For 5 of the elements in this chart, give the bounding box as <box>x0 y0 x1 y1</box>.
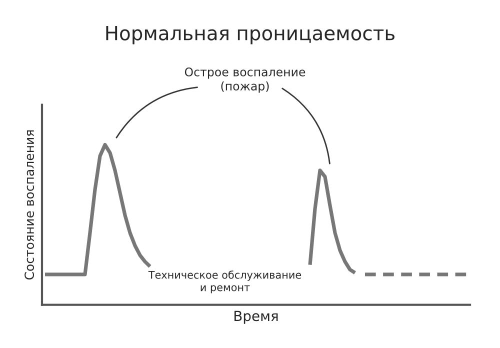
annotation: Техническое обслуживание и ремонт <box>148 270 302 294</box>
chart-title: Нормальная проницаемость <box>106 26 394 44</box>
text: Острое воспаление (пожар) <box>184 67 306 93</box>
x-axis-title: Время <box>234 310 278 324</box>
y-axis-title: Состояние воспаления <box>24 130 34 280</box>
